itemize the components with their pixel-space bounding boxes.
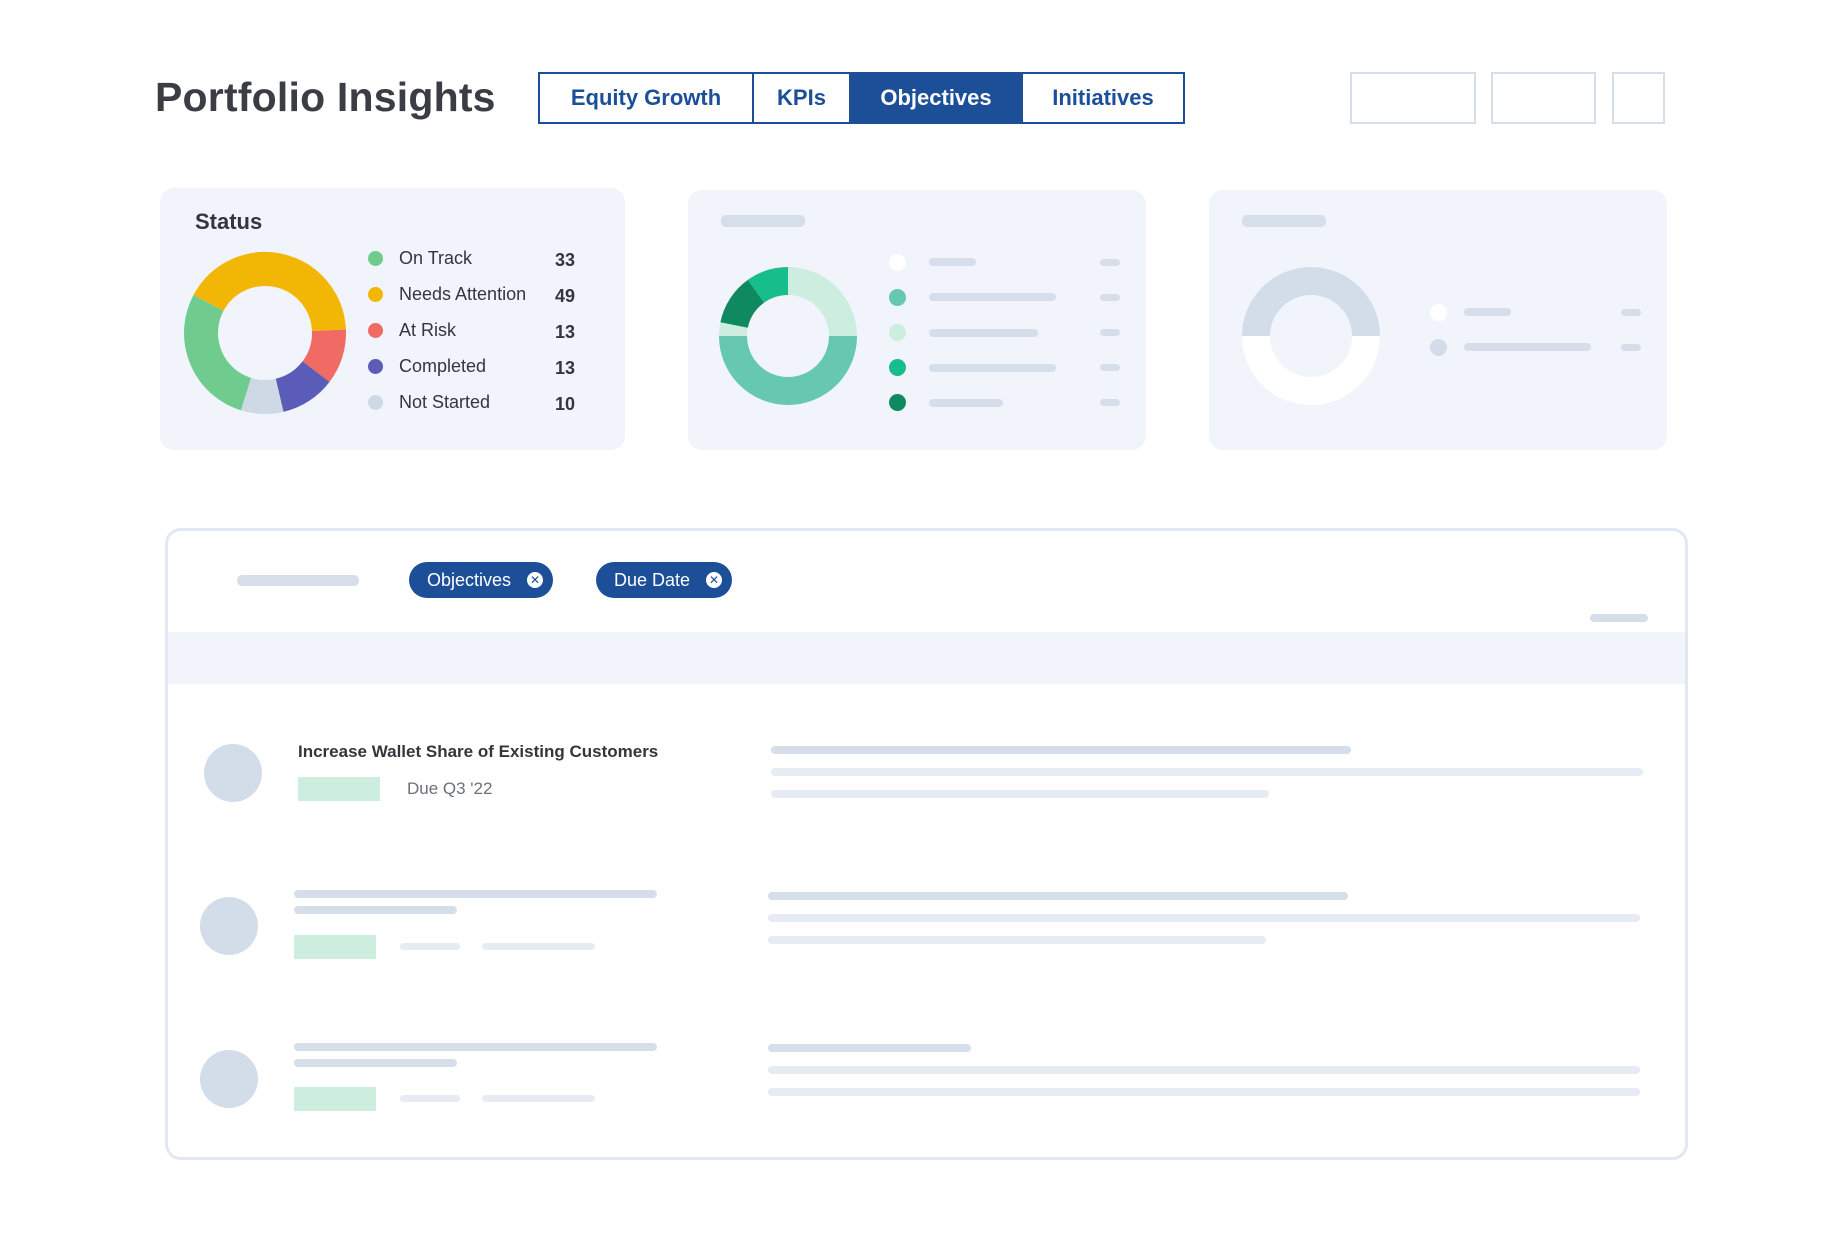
description-placeholder [771,790,1269,798]
filter-chip-label: Due Date [614,569,691,590]
placeholder-title-bar [721,215,805,227]
legend-item-at-risk: At Risk [368,320,456,341]
donut-slice-needs-attention [193,252,346,332]
legend-value: 49 [555,286,576,306]
placeholder-bar [1100,399,1120,406]
legend-label: Not Started [399,392,491,412]
meta-placeholder [400,1095,460,1102]
legend-item-needs-attention: Needs Attention [368,284,526,305]
legend-item-not-started: Not Started [368,392,490,413]
legend-item-completed: Completed [368,356,486,377]
on-track-dot [368,251,383,266]
filter-chip-objectives[interactable]: Objectives ✕ [409,562,554,598]
tab-initiatives[interactable]: Initiatives [1023,74,1183,122]
toolbar-button-2[interactable] [1491,72,1596,124]
not-started-dot [368,395,383,410]
filter-chip-label: Objectives [427,569,512,590]
description-placeholder [768,1088,1640,1096]
avatar [204,744,262,802]
placeholder-bar [929,329,1038,337]
meta-placeholder [482,943,595,950]
description-placeholder [768,1066,1640,1074]
placeholder-bar [1621,344,1641,351]
remove-filter-icon[interactable]: ✕ [706,572,723,588]
legend-label: Needs Attention [399,284,527,304]
placeholder-card-3 [1209,190,1667,450]
placeholder-bar [1464,308,1511,316]
legend-label: On Track [399,248,473,268]
filter-chip-due-date[interactable]: Due Date ✕ [596,562,733,598]
placeholder-bar [1100,364,1120,371]
description-placeholder [768,892,1348,900]
legend-label: At Risk [399,320,457,340]
description-placeholder [771,768,1643,776]
panel-action-placeholder [1590,614,1648,622]
tab-equity-growth[interactable]: Equity Growth [540,74,754,122]
description-placeholder [771,746,1351,754]
title-placeholder [294,1043,657,1051]
title-placeholder [294,906,457,914]
status-card-title: Status [195,209,263,234]
meta-placeholder [482,1095,595,1102]
placeholder-bar [929,293,1056,301]
donut-slice-on-track [184,294,252,411]
donut-slice-at-risk [301,329,346,382]
placeholder-dot [1430,304,1447,321]
toolbar-button-1[interactable] [1350,72,1476,124]
status-card: Status On Track 33 Needs Attention 49 At… [160,188,625,450]
at-risk-dot [368,323,383,338]
placeholder-dot [889,254,906,271]
view-tabs: Equity Growth KPIs Objectives Initiative… [538,72,1185,124]
status-tag [294,1087,376,1111]
legend-item-on-track: On Track [368,248,472,269]
status-donut-chart [184,252,346,414]
needs-attention-dot [368,287,383,302]
title-placeholder [294,1059,457,1067]
description-placeholder [768,914,1640,922]
placeholder-bar [1100,294,1120,301]
placeholder-bar [929,399,1003,407]
toolbar-button-3[interactable] [1612,72,1665,124]
placeholder-bar [1100,329,1120,336]
legend-value: 13 [555,322,576,342]
legend-value: 13 [555,358,576,378]
placeholder-dot [889,324,906,341]
placeholder-dot [889,289,906,306]
tab-objectives[interactable]: Objectives [851,74,1023,122]
legend-value: 33 [555,250,576,270]
completed-dot [368,359,383,374]
placeholder-dot [889,359,906,376]
avatar [200,1050,258,1108]
placeholder-donut-green [719,267,857,405]
meta-placeholder [400,943,460,950]
placeholder-donut-gray [1242,267,1380,405]
title-placeholder [294,890,657,898]
objective-title[interactable]: Increase Wallet Share of Existing Custom… [298,742,659,761]
page-title: Portfolio Insights [155,74,496,120]
placeholder-bar [929,258,976,266]
due-date: Due Q3 '22 [407,779,493,798]
placeholder-bar [1621,309,1641,316]
status-tag [298,777,380,801]
placeholder-card-2 [688,190,1146,450]
avatar [200,897,258,955]
legend-label: Completed [399,356,487,376]
legend-value: 10 [555,394,576,414]
placeholder-bar [1464,343,1591,351]
remove-filter-icon[interactable]: ✕ [527,572,544,588]
donut-slice-completed [274,360,330,412]
description-placeholder [768,936,1266,944]
placeholder-dot [1430,339,1447,356]
status-tag [294,935,376,959]
tab-kpis[interactable]: KPIs [754,74,851,122]
panel-title-placeholder [237,575,359,586]
description-placeholder [768,1044,971,1052]
placeholder-bar [929,364,1056,372]
table-header-band [168,632,1685,684]
donut-slice-not-started [240,377,284,414]
placeholder-title-bar [1242,215,1326,227]
placeholder-dot [889,394,906,411]
placeholder-bar [1100,259,1120,266]
